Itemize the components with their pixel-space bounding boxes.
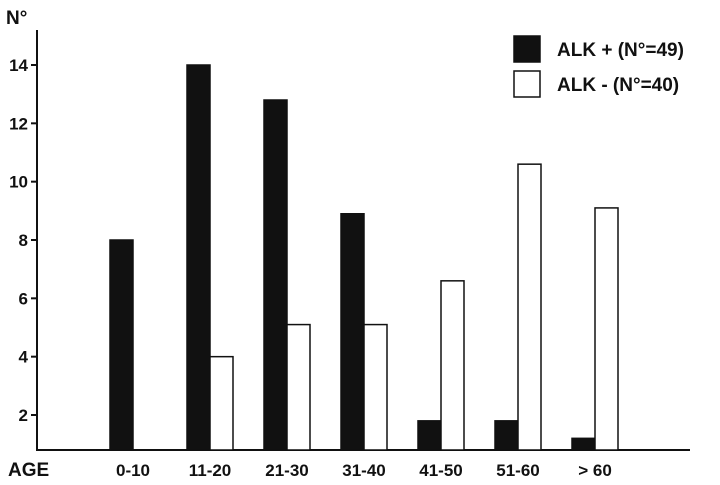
- x-category-label: > 60: [578, 461, 612, 480]
- bar-alk-positive: [263, 99, 288, 451]
- x-category-label: 21-30: [265, 461, 308, 480]
- x-category-label: 51-60: [496, 461, 539, 480]
- x-category-label: 41-50: [419, 461, 462, 480]
- category-labels: 0-10 11-20 21-30 31-40 41-50 51-60 > 60: [116, 461, 612, 480]
- bar-alk-negative: [594, 207, 619, 451]
- y-tick-label: 14: [9, 56, 28, 75]
- y-axis-title: N°: [6, 8, 27, 29]
- bar-alk-positive: [494, 420, 519, 451]
- y-tick-label: 2: [19, 406, 28, 425]
- x-category-label: 31-40: [342, 461, 385, 480]
- bar-alk-negative: [517, 163, 542, 451]
- y-tick-label: 8: [19, 231, 28, 250]
- y-tick-label: 12: [9, 114, 28, 133]
- legend-swatch-alk-positive: [513, 35, 541, 63]
- bar-alk-positive: [571, 437, 596, 451]
- bar-alk-positive: [186, 64, 211, 451]
- bar-alk-positive: [417, 420, 442, 451]
- x-category-label: 11-20: [189, 461, 232, 480]
- y-tick-label: 6: [19, 289, 28, 308]
- y-tick-label: 4: [19, 348, 29, 367]
- x-axis-title: AGE: [8, 460, 49, 481]
- legend-label-alk-negative: ALK - (N°=40): [557, 75, 679, 96]
- bar-alk-negative: [286, 323, 311, 451]
- legend: ALK + (N°=49) ALK - (N°=40): [513, 35, 684, 98]
- bar-alk-negative: [440, 280, 465, 451]
- legend-swatch-alk-negative: [513, 70, 541, 98]
- legend-label-alk-positive: ALK + (N°=49): [557, 40, 684, 61]
- bar-alk-negative: [209, 355, 234, 451]
- y-tick-label: 10: [9, 173, 28, 192]
- bar-alk-positive: [109, 239, 134, 451]
- y-ticks: 2 4 6 8 10 12 14: [9, 56, 37, 425]
- x-category-label: 0-10: [116, 461, 150, 480]
- bar-alk-negative: [363, 323, 388, 451]
- bars: [109, 64, 619, 451]
- bar-alk-positive: [340, 213, 365, 451]
